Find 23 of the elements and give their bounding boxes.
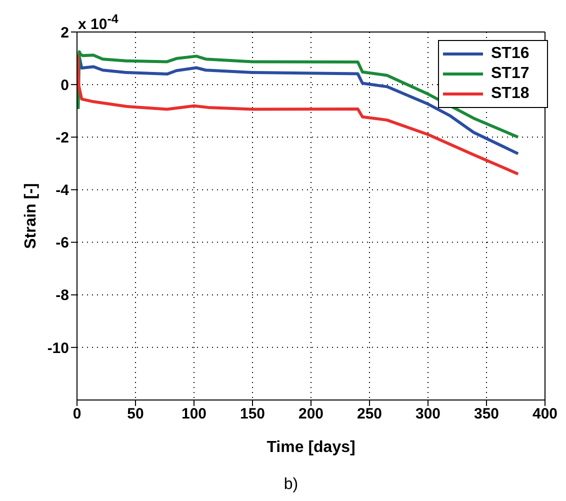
y-axis-title: Strain [-] <box>22 183 40 249</box>
y-tick-label: -8 <box>56 287 69 304</box>
y-tick-label: -2 <box>56 129 69 146</box>
y-tick-label: 0 <box>60 76 69 94</box>
x-axis-title: Time [days] <box>266 439 356 456</box>
x-tick-label: 50 <box>127 406 144 423</box>
legend-label: ST16 <box>491 44 530 64</box>
x-tick-label: 300 <box>415 406 441 423</box>
legend-label: ST18 <box>491 84 530 104</box>
text: b) <box>282 476 300 494</box>
y-tick-label: 2 <box>60 24 69 42</box>
annotation: x 10$^{-4}$ <box>78 12 118 33</box>
y-tick-label: -10 <box>47 340 69 357</box>
x-tick-label: 150 <box>240 406 266 423</box>
legend-label: ST17 <box>491 64 530 84</box>
y-tick-label: -6 <box>56 234 69 252</box>
x-tick-label: 400 <box>532 406 558 423</box>
x-tick-label: 0 <box>72 406 82 423</box>
x-tick-label: 200 <box>298 406 324 423</box>
x-tick-label: 100 <box>181 406 207 423</box>
y-tick-label: -4 <box>56 182 70 200</box>
x-tick-label: 350 <box>474 406 500 423</box>
x-tick-label: 250 <box>356 406 382 423</box>
